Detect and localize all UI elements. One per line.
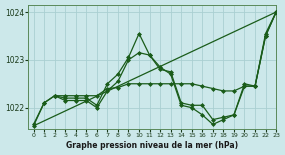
X-axis label: Graphe pression niveau de la mer (hPa): Graphe pression niveau de la mer (hPa) <box>66 141 238 150</box>
